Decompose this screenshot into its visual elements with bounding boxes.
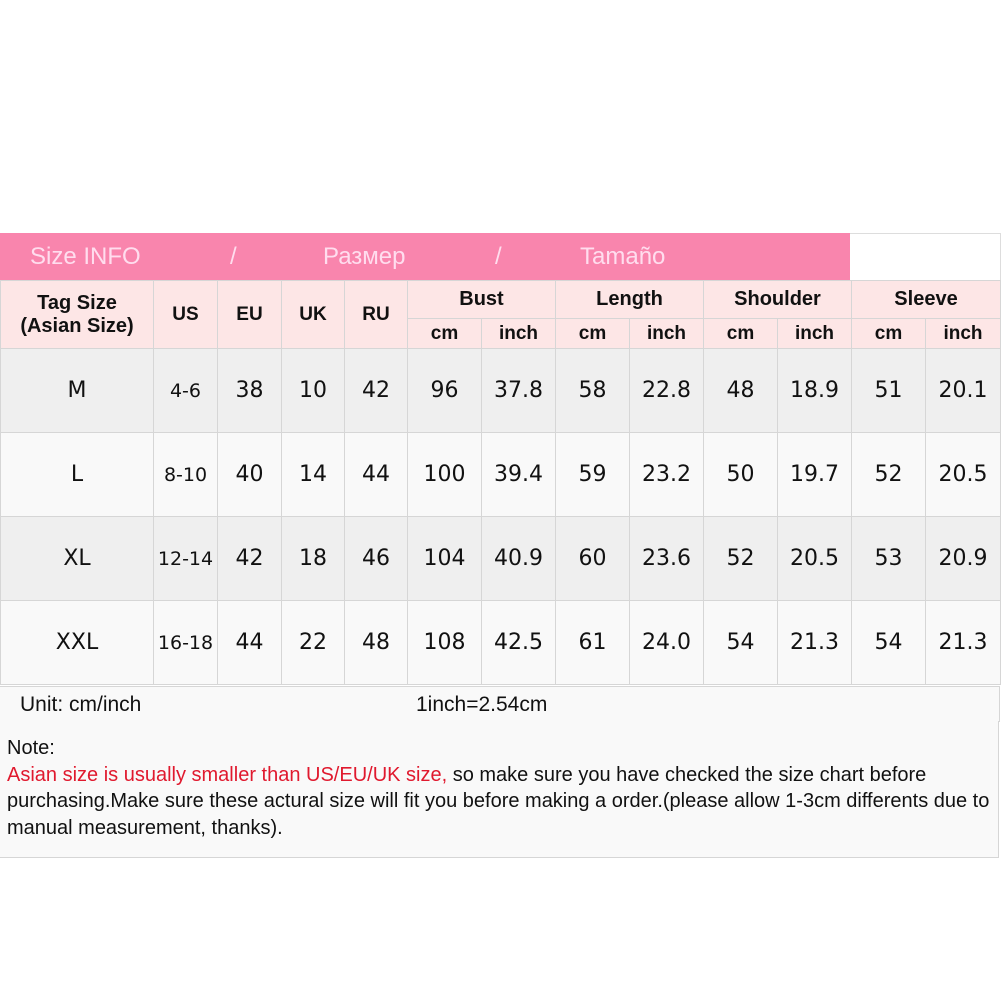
header-length: Length (555, 280, 704, 319)
cell-bust-in: 40.9 (481, 516, 556, 601)
cell-tag: L (0, 432, 154, 517)
header-eu: EU (217, 280, 282, 349)
table-row: M 4-6 38 10 42 96 37.8 58 22.8 48 18.9 51 20.1 (0, 348, 1001, 433)
cell-len-cm: 59 (555, 432, 630, 517)
cell-len-in: 23.2 (629, 432, 704, 517)
header-us: US (153, 280, 218, 349)
banner-title-es: Tamaño (580, 243, 666, 270)
cell-ru: 42 (344, 348, 408, 433)
cell-ru: 46 (344, 516, 408, 601)
note-body: so make sure you have checked the size c… (7, 763, 990, 839)
header-uk: UK (281, 280, 345, 349)
header-inch: inch (481, 318, 556, 349)
cell-sh-in: 20.5 (777, 516, 852, 601)
cell-len-in: 24.0 (629, 600, 704, 685)
cell-us: 8-10 (153, 432, 218, 517)
cell-uk: 22 (281, 600, 345, 685)
cell-bust-in: 39.4 (481, 432, 556, 517)
cell-uk: 10 (281, 348, 345, 433)
note-text: Asian size is usually smaller than US/EU… (7, 762, 998, 842)
cell-sl-in: 20.1 (925, 348, 1001, 433)
cell-bust-cm: 104 (407, 516, 482, 601)
table-row: XXL 16-18 44 22 48 108 42.5 61 24.0 54 21.3 54 21.3 (0, 600, 1001, 685)
note-box: Note: Asian size is usually smaller than… (0, 721, 999, 858)
cell-sh-in: 18.9 (777, 348, 852, 433)
cell-len-cm: 61 (555, 600, 630, 685)
header-row: Tag Size (Asian Size) US EU UK RU Bust Le… (0, 280, 1001, 349)
cell-len-cm: 60 (555, 516, 630, 601)
size-table: Tag Size (Asian Size) US EU UK RU Bust Le… (0, 280, 1001, 685)
cell-sl-in: 21.3 (925, 600, 1001, 685)
header-cm: cm (555, 318, 630, 349)
table-row: XL 12-14 42 18 46 104 40.9 60 23.6 52 20.5 53 20.9 (0, 516, 1001, 601)
cell-len-in: 22.8 (629, 348, 704, 433)
banner-separator: / (495, 243, 502, 270)
header-sleeve: Sleeve (851, 280, 1001, 319)
table-row: L 8-10 40 14 44 100 39.4 59 23.2 50 19.7 52 20.5 (0, 432, 1001, 517)
cell-sl-cm: 52 (851, 432, 926, 517)
header-inch: inch (777, 318, 852, 349)
header-cm: cm (407, 318, 482, 349)
cell-sh-in: 19.7 (777, 432, 852, 517)
header-ru: RU (344, 280, 408, 349)
header-shoulder: Shoulder (703, 280, 852, 319)
cell-sl-cm: 53 (851, 516, 926, 601)
size-info-banner: Size INFO / Размер / Tamaño (0, 233, 850, 280)
header-cm: cm (851, 318, 926, 349)
cell-len-cm: 58 (555, 348, 630, 433)
cell-us: 12-14 (153, 516, 218, 601)
header-inch: inch (629, 318, 704, 349)
cell-ru: 44 (344, 432, 408, 517)
cell-tag: XL (0, 516, 154, 601)
cell-uk: 18 (281, 516, 345, 601)
cell-ru: 48 (344, 600, 408, 685)
cell-len-in: 23.6 (629, 516, 704, 601)
cell-eu: 44 (217, 600, 282, 685)
cell-sh-cm: 48 (703, 348, 778, 433)
note-warning: Asian size is usually smaller than US/EU… (7, 763, 448, 786)
banner-separator: / (230, 243, 237, 270)
cell-bust-in: 42.5 (481, 600, 556, 685)
header-cm: cm (703, 318, 778, 349)
cell-us: 4-6 (153, 348, 218, 433)
cell-sl-in: 20.9 (925, 516, 1001, 601)
cell-sl-cm: 54 (851, 600, 926, 685)
cell-eu: 40 (217, 432, 282, 517)
cell-bust-in: 37.8 (481, 348, 556, 433)
banner-title-en: Size INFO (30, 243, 141, 270)
cell-sh-cm: 52 (703, 516, 778, 601)
cell-eu: 38 (217, 348, 282, 433)
cell-tag: XXL (0, 600, 154, 685)
header-bust: Bust (407, 280, 556, 319)
cell-sh-cm: 50 (703, 432, 778, 517)
banner-title-ru: Размер (323, 243, 406, 270)
cell-sh-in: 21.3 (777, 600, 852, 685)
cell-sh-cm: 54 (703, 600, 778, 685)
unit-row: Unit: cm/inch 1inch=2.54cm (0, 686, 1000, 722)
empty-cell (850, 233, 1001, 281)
unit-label: Unit: cm/inch (20, 693, 142, 716)
note-title: Note: (7, 737, 55, 759)
header-tag-size: Tag Size (Asian Size) (0, 280, 154, 349)
cell-sl-in: 20.5 (925, 432, 1001, 517)
cell-tag: M (0, 348, 154, 433)
cell-sl-cm: 51 (851, 348, 926, 433)
cell-bust-cm: 96 (407, 348, 482, 433)
header-inch: inch (925, 318, 1001, 349)
cell-bust-cm: 108 (407, 600, 482, 685)
cell-eu: 42 (217, 516, 282, 601)
cell-bust-cm: 100 (407, 432, 482, 517)
cell-us: 16-18 (153, 600, 218, 685)
unit-header-row: cm inch cm inch cm inch cm inch (1, 318, 1001, 349)
cell-uk: 14 (281, 432, 345, 517)
unit-conversion: 1inch=2.54cm (416, 693, 548, 716)
